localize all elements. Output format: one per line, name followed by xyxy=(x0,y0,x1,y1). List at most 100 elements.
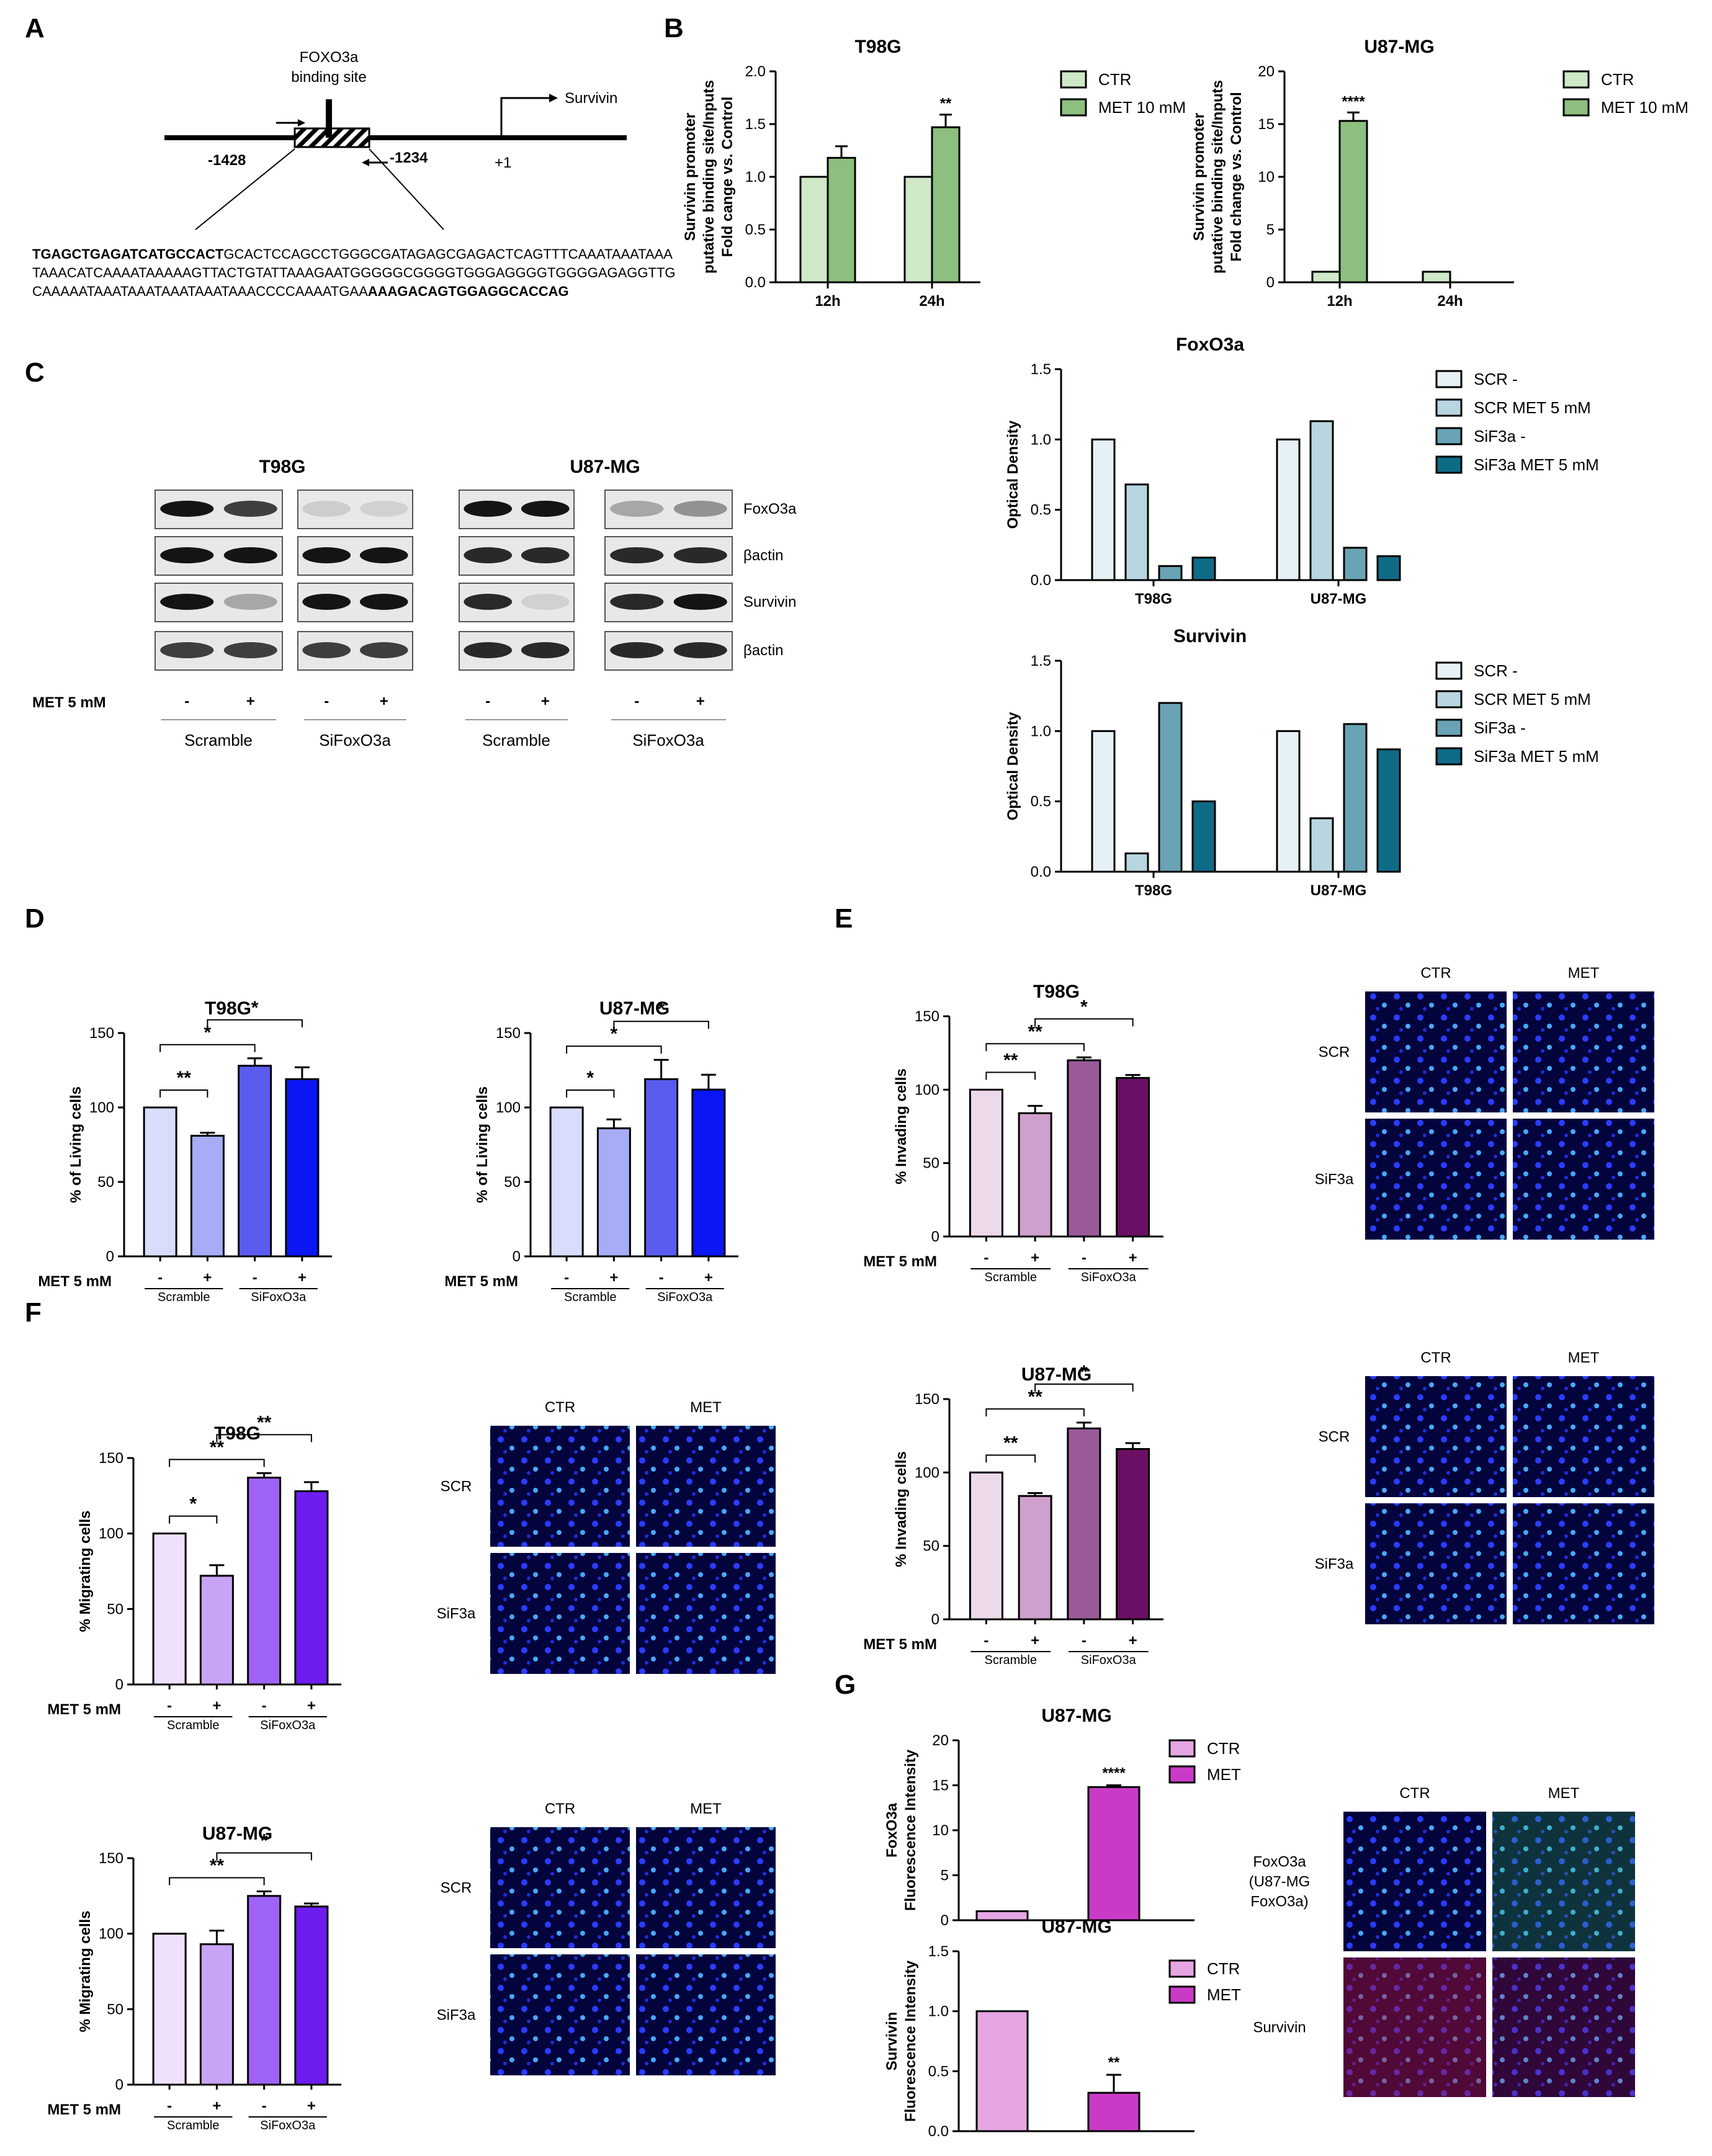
microscopy-image xyxy=(490,1426,630,1547)
sign-label: + xyxy=(307,2098,316,2114)
chart-B1: 0.0 0.5 1.0 1.5 2.0 T98G Survivin promoter puta… xyxy=(682,37,1186,310)
y-axis-label: % of Living cells xyxy=(68,1086,84,1203)
image-row-label: FoxO3a xyxy=(1253,1854,1306,1871)
position-end: -1234 xyxy=(390,150,428,166)
microscopy-image xyxy=(636,1954,776,2075)
sign-label: - xyxy=(485,693,490,710)
bar xyxy=(1158,565,1183,581)
microscopy-image xyxy=(1492,1812,1635,1951)
sign-label: + xyxy=(212,1698,221,1714)
legend-swatch xyxy=(1435,455,1463,474)
y-axis-label: % of Living cells xyxy=(474,1086,491,1203)
image-row-label: SiF3a xyxy=(437,2007,476,2024)
bar xyxy=(969,1088,1003,1238)
chart-title: FoxO3a xyxy=(1176,334,1244,355)
blot-band xyxy=(610,594,664,610)
sign-label: + xyxy=(307,1698,316,1714)
blot-band xyxy=(160,547,214,563)
bar xyxy=(1191,800,1216,873)
image-row-label: SCR xyxy=(1319,1044,1350,1061)
bar xyxy=(1276,730,1301,873)
sign-label: + xyxy=(1031,1250,1039,1266)
scramble-label: Scramble xyxy=(167,2119,219,2132)
blot-band xyxy=(673,501,727,517)
image-row-label: SCR xyxy=(441,1880,472,1897)
bar xyxy=(1376,748,1401,873)
bar xyxy=(1091,730,1116,873)
bar xyxy=(238,1065,272,1258)
y-tick-label: 50 xyxy=(923,1538,939,1555)
met-label: MET 5 mM xyxy=(32,694,106,711)
y-axis-label: % Invading cells xyxy=(893,1451,910,1567)
bar xyxy=(1309,817,1334,873)
y-tick-label: 0.5 xyxy=(1031,502,1051,519)
blot-band xyxy=(521,594,570,610)
significance-bracket xyxy=(1034,1018,1134,1027)
microscopy-image xyxy=(490,1954,630,2075)
y-tick-label: 0.0 xyxy=(928,2123,949,2140)
x-tick-label: U87-MG xyxy=(1311,591,1367,607)
sign-label: - xyxy=(262,2098,267,2114)
sign-label: - xyxy=(167,2098,172,2114)
image-row-label: Survivin xyxy=(1253,2020,1306,2036)
gene-label: Survivin xyxy=(565,90,617,107)
y-tick-label: 0 xyxy=(931,1228,939,1245)
microscopy-image xyxy=(1513,1503,1654,1624)
blot-band xyxy=(521,642,570,658)
y-tick-label: 50 xyxy=(107,1601,123,1617)
western-blots: T98G U87-MG FoxO3a βactin Survivin βactin MET … xyxy=(32,457,797,749)
blot-band xyxy=(359,594,408,610)
sign-label: - xyxy=(984,1632,988,1649)
y-tick-label: 5 xyxy=(941,1867,949,1884)
blot-band xyxy=(223,547,277,563)
blot-band xyxy=(464,642,513,658)
image-col-label: MET xyxy=(1568,965,1600,982)
y-tick-label: 50 xyxy=(923,1155,939,1172)
significance-mark: * xyxy=(261,1831,268,1851)
significance-bracket xyxy=(985,1408,1085,1416)
significance-bracket xyxy=(985,1043,1085,1052)
forward-primer-arrow xyxy=(298,119,305,127)
significance-bracket xyxy=(985,1071,1036,1080)
significance-mark: ** xyxy=(940,96,952,112)
legend-swatch xyxy=(1562,70,1590,89)
sign-label: - xyxy=(167,1698,172,1714)
blot-group-label: SiFoxO3a xyxy=(319,731,391,749)
blot-band xyxy=(160,642,214,658)
position-start: -1428 xyxy=(208,152,246,169)
sign-label: - xyxy=(324,693,329,710)
chart-title: T98G xyxy=(1033,982,1080,1002)
y-tick-label: 0 xyxy=(513,1248,521,1265)
seq-middle: GCACTCCAGCCTGGGCGATAGAGCGAGACTCAGTTTCAAA… xyxy=(32,246,676,299)
y-tick-label: 100 xyxy=(915,1081,939,1098)
significance-bracket xyxy=(207,1019,303,1027)
sign-label: - xyxy=(984,1250,988,1266)
significance-bracket xyxy=(1034,1383,1134,1392)
sign-label: - xyxy=(634,693,639,710)
blot-band xyxy=(673,594,727,610)
image-row-label: SCR xyxy=(1319,1429,1350,1446)
sign-label: - xyxy=(158,1269,163,1286)
y-tick-label: 150 xyxy=(89,1025,114,1042)
bar xyxy=(1376,555,1401,581)
significance-bracket xyxy=(613,1021,709,1029)
y-tick-label: 0 xyxy=(115,2077,123,2093)
y-tick-label: 15 xyxy=(932,1778,949,1794)
chart-G2: 0.0 0.5 1.0 1.5 U87-MG Survivin Fluorescence I… xyxy=(884,1917,1241,2140)
blot-title: U87-MG xyxy=(570,457,640,477)
legend-label: SCR - xyxy=(1474,370,1518,388)
image-row-label: (U87-MG xyxy=(1249,1874,1311,1890)
y-tick-label: 15 xyxy=(1258,116,1275,133)
bar xyxy=(1124,852,1149,873)
image-col-label: CTR xyxy=(1399,1785,1430,1802)
x-tick-label: 12h xyxy=(815,293,840,310)
bar xyxy=(827,156,856,284)
significance-mark: ** xyxy=(210,1437,225,1457)
sign-label: - xyxy=(659,1269,664,1286)
blot-title: T98G xyxy=(259,457,305,477)
y-axis-label: Fluorescence Intensity xyxy=(902,1749,919,1911)
bar xyxy=(1087,2091,1141,2132)
bar xyxy=(1309,420,1334,581)
